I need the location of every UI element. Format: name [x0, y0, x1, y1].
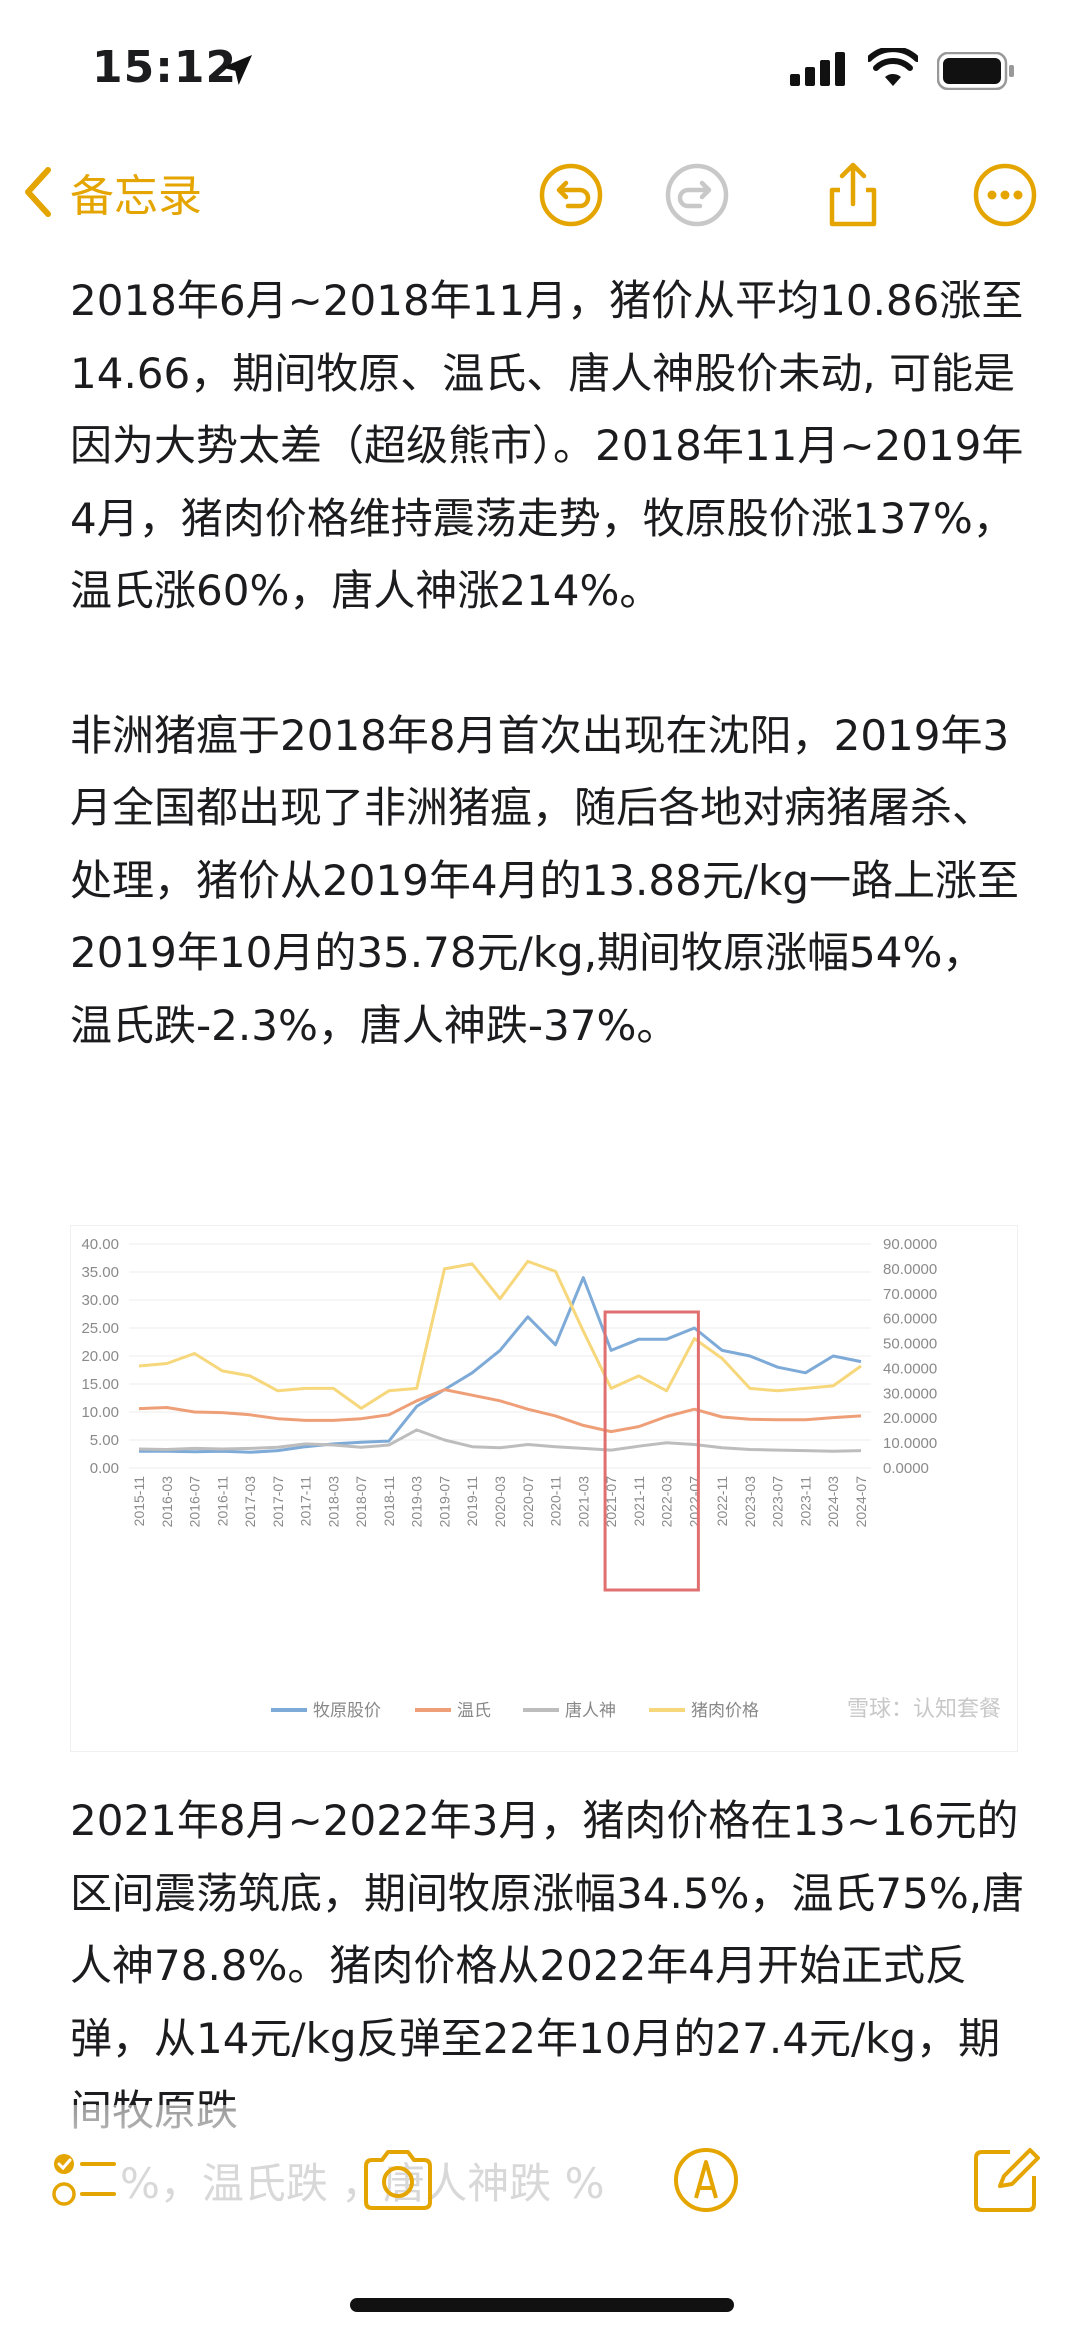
x-tick: 2023-11: [797, 1476, 813, 1527]
chart-image: 0.00 5.00 10.00 15.00 20.00 25.00 30.00 35.00 40…: [70, 1225, 1018, 1752]
x-tick: 2021-07: [603, 1476, 619, 1528]
x-tick: 2016-03: [159, 1476, 175, 1528]
x-tick: 2021-03: [575, 1476, 591, 1528]
faded-text: %，温氏跌 ，唐人神跌 %: [120, 2159, 605, 2208]
x-tick: 2019-07: [436, 1476, 452, 1528]
x-tick: 2020-03: [492, 1476, 508, 1528]
more-options-icon[interactable]: [970, 160, 1040, 230]
note-body[interactable]: 2018年6月~2018年11月，猪价从平均10.86涨至14.66，期间牧原、…: [70, 265, 1025, 1062]
y-tick-right: 10.0000: [883, 1435, 937, 1452]
y-tick-left: 5.00: [90, 1432, 119, 1449]
legend-label: 牧原股价: [313, 1701, 381, 1721]
x-tick: 2022-11: [714, 1476, 730, 1527]
stock-price-chart: 0.00 5.00 10.00 15.00 20.00 25.00 30.00 35.00 40…: [81, 1236, 1001, 1722]
x-tick: 2023-07: [770, 1476, 786, 1528]
checklist-icon[interactable]: [44, 2140, 124, 2220]
home-indicator[interactable]: [350, 2298, 734, 2312]
status-bar: 15:12: [0, 0, 1080, 150]
note-paragraph: 2018年6月~2018年11月，猪价从平均10.86涨至14.66，期间牧原、…: [70, 276, 1024, 615]
redo-icon[interactable]: [662, 160, 732, 230]
undo-icon[interactable]: [536, 160, 606, 230]
y-tick-left: 25.00: [81, 1320, 119, 1337]
blank-line: [70, 628, 1025, 700]
y-tick-right: 0.0000: [883, 1460, 929, 1477]
x-tick: 2016-07: [187, 1476, 203, 1528]
x-tick: 2024-07: [853, 1476, 869, 1528]
x-tick: 2017-03: [242, 1476, 258, 1528]
x-tick: 2018-03: [325, 1476, 341, 1528]
y-tick-left: 40.00: [81, 1236, 119, 1253]
y-tick-left: 20.00: [81, 1348, 119, 1365]
y-tick-left: 15.00: [81, 1376, 119, 1393]
cellular-signal-icon: [790, 52, 845, 86]
back-button[interactable]: 备忘录: [22, 160, 202, 224]
share-icon[interactable]: [818, 160, 888, 230]
legend-label: 温氏: [457, 1701, 491, 1721]
watermark: 雪球：认知套餐: [847, 1697, 1001, 1722]
chevron-left-icon: [25, 167, 51, 217]
x-tick: 2023-03: [742, 1476, 758, 1528]
x-tick: 2018-11: [381, 1476, 397, 1527]
y-tick-right: 50.0000: [883, 1336, 937, 1353]
camera-icon[interactable]: [358, 2140, 438, 2220]
x-tick: 2017-11: [298, 1476, 314, 1527]
y-tick-left: 30.00: [81, 1292, 119, 1309]
note-paragraph: 2021年8月~2022年3月，猪肉价格在13~16元的区间震荡筑底，期间牧原涨…: [70, 1796, 1025, 2135]
battery-icon: [937, 52, 1014, 90]
x-tick: 2024-03: [825, 1476, 841, 1528]
y-tick-left: 10.00: [81, 1404, 119, 1421]
legend-label: 唐人神: [565, 1700, 616, 1721]
x-tick: 2015-11: [131, 1476, 147, 1527]
y-tick-left: 0.00: [90, 1460, 119, 1477]
x-tick: 2022-03: [659, 1476, 675, 1528]
x-tick: 2017-07: [270, 1476, 286, 1528]
status-time: 15:12: [92, 42, 238, 93]
y-tick-right: 90.0000: [883, 1236, 937, 1253]
location-arrow-icon: [222, 55, 252, 85]
x-tick: 2022-07: [686, 1476, 702, 1528]
x-tick: 2016-11: [214, 1476, 230, 1527]
markup-pen-icon[interactable]: [666, 2140, 746, 2220]
y-tick-right: 80.0000: [883, 1261, 937, 1278]
compose-icon[interactable]: [966, 2140, 1046, 2220]
y-tick-right: 60.0000: [883, 1311, 937, 1328]
legend-label: 猪肉价格: [691, 1701, 759, 1721]
highlight-box: [603, 1310, 700, 1592]
x-tick: 2020-11: [548, 1476, 564, 1527]
x-tick: 2019-03: [409, 1476, 425, 1528]
y-tick-right: 70.0000: [883, 1286, 937, 1303]
series-line-温氏: [138, 1388, 862, 1434]
series-line-猪肉价格: [138, 1259, 862, 1410]
back-label: 备忘录: [70, 171, 202, 222]
y-tick-right: 40.0000: [883, 1360, 937, 1377]
toolbar-fade: [0, 2105, 1080, 2335]
x-tick: 2018-07: [353, 1476, 369, 1528]
x-tick: 2020-07: [520, 1476, 536, 1528]
y-tick-right: 30.0000: [883, 1385, 937, 1402]
note-paragraph: 非洲猪瘟于2018年8月首次出现在沈阳，2019年3月全国都出现了非洲猪瘟，随后…: [70, 710, 1019, 1050]
y-tick-left: 35.00: [81, 1264, 119, 1281]
series-line-牧原股价: [139, 1276, 862, 1454]
x-tick: 2021-11: [631, 1476, 647, 1527]
x-tick: 2019-11: [464, 1476, 480, 1527]
y-tick-right: 20.0000: [883, 1410, 937, 1427]
series-line-唐人神: [138, 1428, 862, 1453]
wifi-icon: [868, 48, 918, 86]
